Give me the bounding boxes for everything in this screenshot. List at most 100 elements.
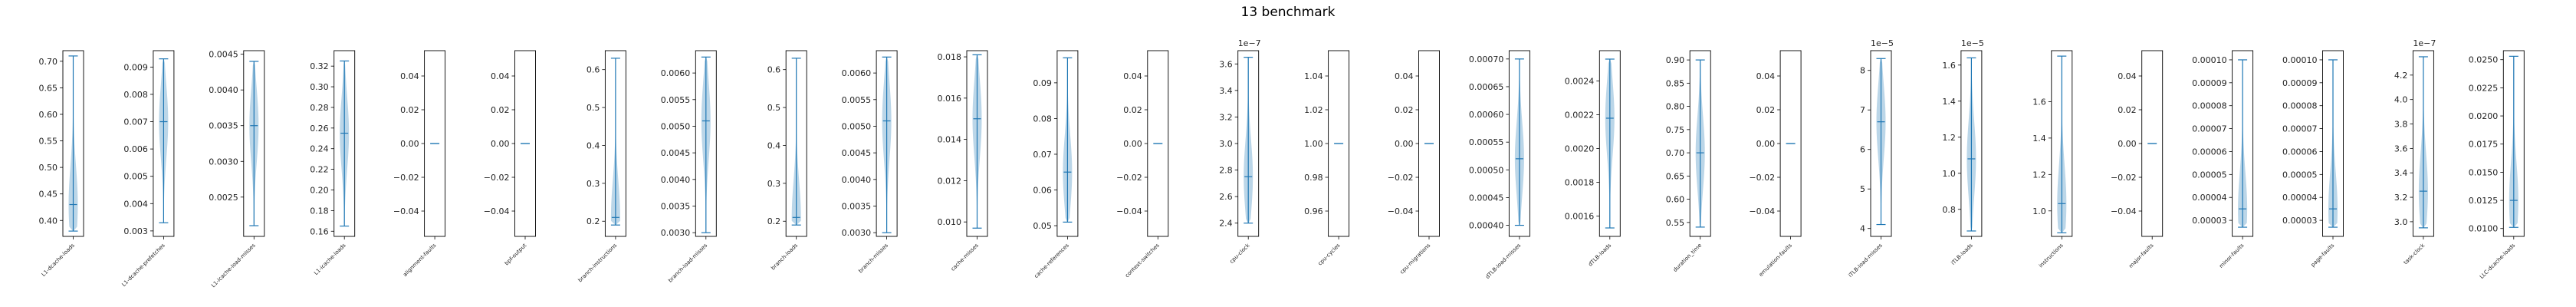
- y-tick-label: −0.04: [2111, 206, 2137, 216]
- y-tick-label: 0.0016: [1565, 212, 1595, 222]
- y-tick-label: 0.0035: [661, 201, 691, 211]
- y-tick-label: 0.0175: [2469, 140, 2499, 150]
- y-tick-label: 0.012: [938, 176, 962, 186]
- y-tick-label: 0.0020: [1565, 144, 1595, 154]
- y-tick-label: 0.00: [1123, 139, 1142, 149]
- y-tick-label: 0.04: [1756, 71, 1776, 81]
- violin-panel-cache-misses: 0.010 0.012 0.014 0.016 0.018 cache-misses: [938, 50, 988, 272]
- category-label: alignment-faults: [402, 243, 438, 279]
- category-label: context-switches: [1124, 243, 1161, 279]
- y-tick-label: 0.0025: [209, 193, 238, 203]
- y-tick-label: 0.0035: [209, 121, 238, 131]
- category-label: bpf-output: [504, 243, 528, 267]
- y-tick-label: 3.0: [2394, 217, 2408, 227]
- y-tick-label: 5: [1860, 184, 1865, 194]
- category-label: branch-misses: [857, 243, 889, 275]
- category-label: iTLB-loads: [1950, 243, 1974, 266]
- y-tick-label: 0.98: [1304, 173, 1323, 183]
- y-tick-label: 0.85: [1666, 78, 1685, 88]
- y-tick-label: 0.00: [2118, 139, 2137, 149]
- y-tick-label: 0.6: [586, 65, 600, 75]
- y-tick-label: 0.0022: [1565, 111, 1595, 120]
- y-tick-label: 0.00040: [1469, 221, 1504, 231]
- y-tick-label: 0.04: [1395, 71, 1414, 81]
- category-label: L1-icache-load-misses: [210, 243, 257, 289]
- y-tick-label: 0.04: [400, 71, 419, 81]
- violin-panel-cpu-clock: 2.4 2.6 2.8 3.0 3.2 3.4 3.6 1e−7 cpu-clock: [1219, 38, 1260, 265]
- violin-panels: 0.400.450.500.550.600.650.70L1-dcache-lo…: [39, 38, 2525, 289]
- category-label: task-clock: [2403, 242, 2426, 266]
- y-tick-label: 0.00005: [2192, 170, 2227, 180]
- y-tick-label: 0.00003: [2282, 216, 2318, 226]
- y-tick-label: 0.90: [1666, 55, 1685, 65]
- y-tick-label: 0.55: [1666, 218, 1685, 228]
- y-tick-label: 0.70: [1666, 148, 1685, 158]
- y-tick-label: 0.0030: [661, 228, 691, 238]
- violin-panel-minor-faults: 0.00003 0.00004 0.00005 0.00006 0.00007 0.000…: [2192, 50, 2254, 269]
- y-tick-label: 2.4: [1219, 219, 1233, 229]
- violin-panel-iTLB-loads: 0.8 1.0 1.2 1.4 1.6 1e−5 iTLB-loads: [1942, 38, 1983, 266]
- y-tick-label: 0.0030: [842, 228, 872, 238]
- y-tick-label: 0.02: [1756, 105, 1776, 115]
- y-tick-label: 0.6: [767, 65, 781, 75]
- y-tick-label: 0.0045: [209, 50, 238, 60]
- y-tick-label: 0.75: [1666, 125, 1685, 135]
- y-tick-label: 0.00005: [2282, 170, 2318, 180]
- y-tick-label: 0.0024: [1565, 77, 1595, 87]
- y-tick-label: 0.0060: [661, 68, 691, 78]
- y-tick-label: 0.22: [310, 165, 329, 175]
- y-tick-label: 0.0040: [661, 175, 691, 185]
- y-tick-label: −0.04: [1749, 206, 1775, 216]
- y-tick-label: 3.2: [2394, 193, 2408, 203]
- y-tick-label: −0.02: [484, 173, 510, 183]
- y-tick-label: 0.96: [1304, 206, 1323, 216]
- y-tick-label: 0.0150: [2469, 167, 2499, 177]
- y-tick-label: 0.004: [123, 199, 148, 209]
- y-tick-label: 0.09: [1033, 78, 1052, 88]
- y-tick-label: −0.02: [1749, 173, 1775, 183]
- violin-panel-task-clock: 3.0 3.2 3.4 3.6 3.8 4.0 4.2 1e−7 task-clock: [2394, 38, 2436, 266]
- offset-multiplier-label: 1e−5: [1871, 38, 1894, 48]
- violin-panel-branch-loads: 0.2 0.3 0.4 0.5 0.6 branch-loads: [767, 50, 807, 272]
- violin-panel-L1-dcache-loads: 0.40 0.45 0.50 0.55 0.60 0.65 0.70 L1-dcache-lo…: [39, 50, 84, 278]
- y-tick-label: 0.70: [39, 57, 58, 67]
- y-tick-label: 0.4: [767, 140, 781, 150]
- y-tick-label: 0.0040: [209, 85, 238, 95]
- y-tick-label: 0.06: [1033, 186, 1052, 196]
- category-label: duration_time: [1672, 243, 1703, 273]
- category-label: cpu-migrations: [1399, 243, 1432, 276]
- y-tick-label: 0.00: [400, 139, 419, 149]
- y-tick-label: 0.00006: [2282, 147, 2318, 157]
- y-tick-label: 0.02: [2118, 105, 2137, 115]
- y-tick-label: 3.8: [2394, 120, 2408, 130]
- y-tick-label: 4: [1860, 224, 1865, 234]
- violin-panel-emulation-faults: −0.04 −0.02 0.00 0.02 0.04 emulation-faults: [1749, 50, 1802, 278]
- y-tick-label: 3.6: [2394, 144, 2408, 154]
- y-tick-label: 0.00006: [2192, 147, 2227, 157]
- y-tick-label: 0.04: [2118, 71, 2137, 81]
- y-tick-label: 0.55: [39, 137, 58, 147]
- y-tick-label: 0.0060: [842, 68, 872, 78]
- y-tick-label: 0.008: [123, 90, 148, 100]
- category-label: L1-icache-loads: [313, 243, 347, 277]
- y-tick-label: 0.0050: [842, 121, 872, 131]
- y-tick-label: 0.00: [491, 139, 510, 149]
- y-tick-label: 4.0: [2394, 95, 2408, 105]
- y-tick-label: 0.014: [938, 135, 962, 145]
- category-label: cpu-clock: [1228, 242, 1251, 265]
- y-tick-label: 0.0055: [842, 95, 872, 105]
- y-tick-label: 3.0: [1219, 139, 1233, 149]
- category-label: L1-dcache-prefetches: [121, 243, 167, 289]
- y-tick-label: 0.26: [310, 124, 329, 134]
- y-tick-label: 0.40: [39, 216, 58, 226]
- y-tick-label: 0.018: [938, 52, 962, 62]
- violin-panel-dTLB-load-misses: 0.00040 0.00045 0.00050 0.00055 0.00060 0.000…: [1469, 50, 1530, 280]
- violin-panel-cpu-cycles: 0.96 0.98 1.00 1.02 1.04 cpu-cycles: [1304, 50, 1350, 267]
- y-tick-label: 0.08: [1033, 114, 1052, 124]
- y-tick-label: 0.05: [1033, 221, 1052, 231]
- y-tick-label: 0.00003: [2192, 216, 2227, 226]
- y-tick-label: 0.60: [1666, 195, 1685, 205]
- y-tick-label: 0.8: [1942, 205, 1956, 215]
- y-tick-label: 0.32: [310, 61, 329, 71]
